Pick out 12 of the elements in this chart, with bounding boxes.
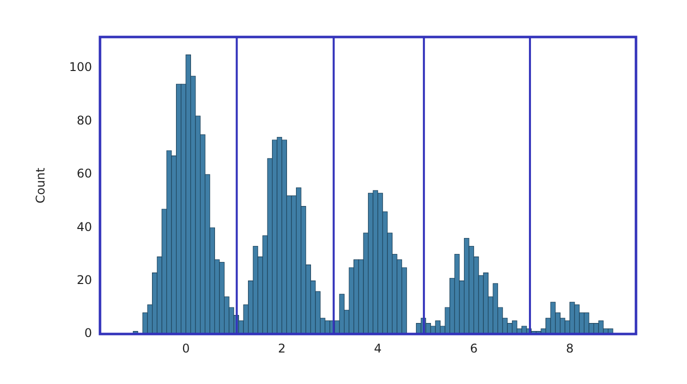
y-axis-title: Count	[33, 167, 48, 204]
x-tick-label: 6	[470, 341, 478, 356]
x-tick-label: 8	[566, 341, 574, 356]
y-tick-label: 20	[76, 272, 92, 287]
y-tick-label: 100	[69, 60, 92, 74]
y-tick-label: 40	[76, 220, 92, 234]
x-tick-label: 0	[182, 341, 190, 356]
y-tick-label: 80	[76, 113, 92, 128]
y-tick-label: 60	[76, 166, 92, 181]
y-tick-label: 0	[84, 326, 92, 340]
x-tick-label: 2	[278, 341, 286, 356]
x-tick-label: 4	[374, 341, 382, 356]
